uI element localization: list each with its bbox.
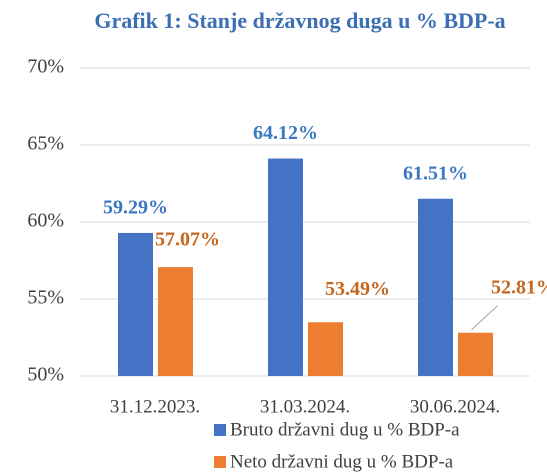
bar <box>118 232 153 376</box>
data-label: 57.07% <box>155 229 220 251</box>
data-label: 59.29% <box>103 197 168 219</box>
data-label: 61.51% <box>403 162 468 184</box>
data-label: 64.12% <box>253 122 318 144</box>
data-label: 53.49% <box>325 278 390 300</box>
bar <box>308 322 343 376</box>
chart-title: Grafik 1: Stanje državnog duga u % BDP-a <box>94 8 506 33</box>
legend-label: Neto državni dug u % BDP-a <box>230 451 454 472</box>
legend-label: Bruto državni dug u % BDP-a <box>230 419 460 440</box>
bar <box>158 267 193 376</box>
bar <box>418 198 453 376</box>
data-label: 52.81% <box>491 276 547 298</box>
y-tick-label: 70% <box>27 56 64 78</box>
y-tick-label: 50% <box>27 364 64 386</box>
y-tick-label: 60% <box>27 210 64 232</box>
legend-swatch <box>214 424 226 436</box>
leader-line <box>471 305 498 331</box>
x-tick-label: 31.03.2024. <box>260 396 350 417</box>
bar <box>458 332 493 376</box>
y-tick-label: 65% <box>27 133 64 155</box>
legend-swatch <box>214 456 226 468</box>
x-tick-label: 30.06.2024. <box>410 396 500 417</box>
bar <box>268 158 303 376</box>
y-tick-label: 55% <box>27 287 64 309</box>
x-tick-label: 31.12.2023. <box>110 396 200 417</box>
